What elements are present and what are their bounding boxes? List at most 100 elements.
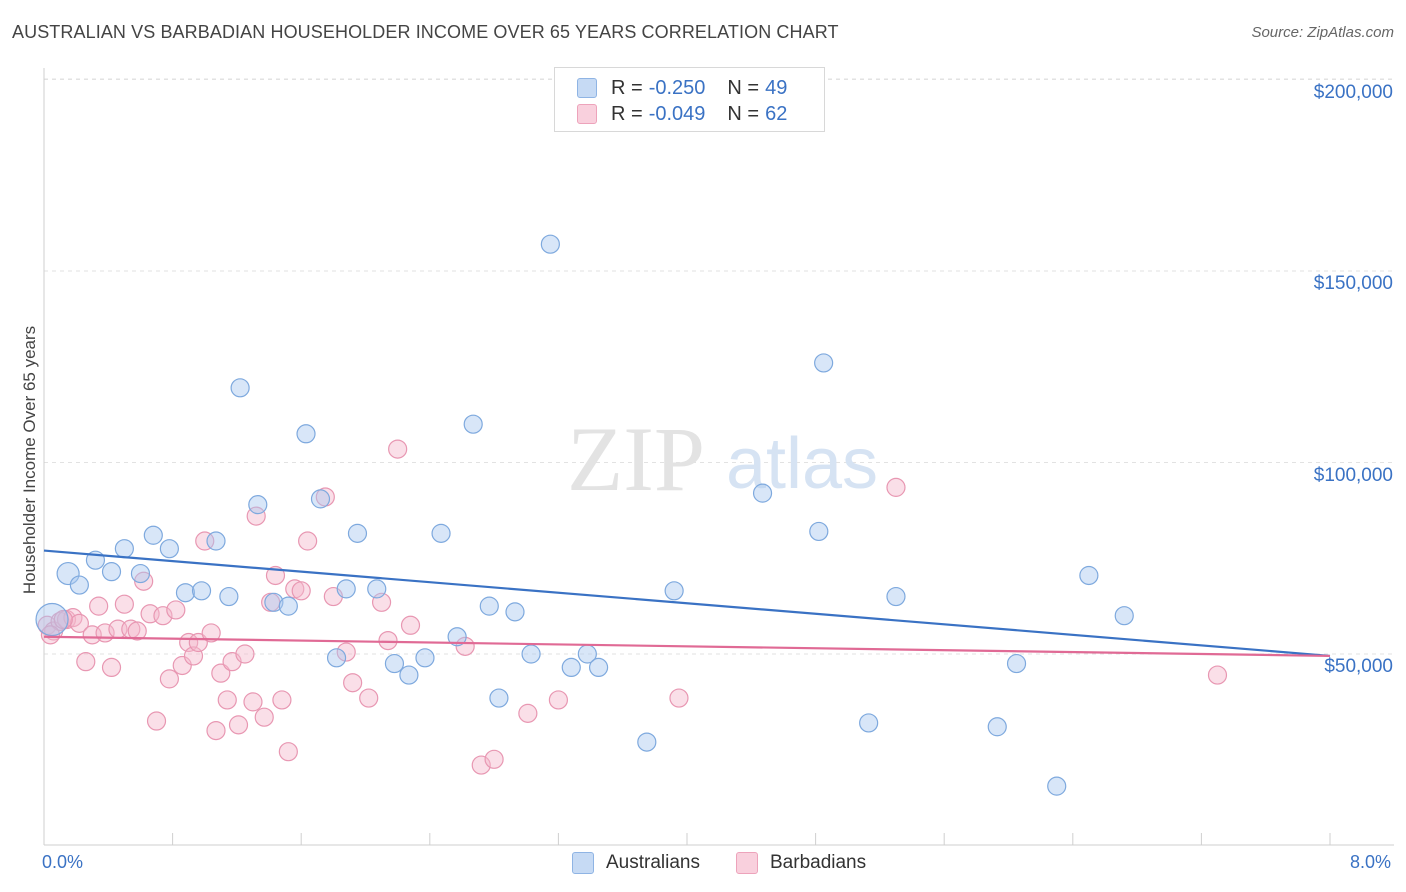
australians-point (347, 523, 368, 543)
barbadians-point (1207, 665, 1228, 685)
trend-lines (43, 549, 1331, 658)
australians-point (859, 713, 879, 733)
australians-point (447, 627, 467, 647)
y-tick-label: $50,000 (1324, 656, 1393, 677)
legend-barbadians: Barbadians (736, 852, 866, 874)
barbadians-point (127, 621, 147, 641)
australians-point (540, 234, 560, 254)
legend-swatch-blue (572, 852, 594, 874)
australians-point (987, 717, 1007, 737)
australians-point (1079, 565, 1099, 586)
legend-r-label: R = (611, 76, 643, 99)
australians-point (809, 521, 829, 542)
australians-point (415, 648, 435, 668)
legend-label-australians: Australians (606, 852, 700, 873)
legend-row-australians: R = -0.250 N = 49 (577, 76, 787, 100)
australians-point (326, 648, 347, 668)
barbadians-trend-line (43, 635, 1331, 658)
australians-point (814, 353, 834, 373)
australians-point (191, 581, 212, 601)
axes (43, 68, 1394, 846)
australians-points (35, 234, 1134, 796)
barbadians-point (886, 477, 906, 497)
australians-point (219, 586, 239, 607)
legend-n-label: N = (727, 102, 760, 125)
australians-point (431, 523, 451, 543)
barbadians-point (359, 688, 379, 708)
australians-point (399, 665, 419, 685)
barbadians-point (278, 742, 298, 762)
barbadians-point (378, 630, 398, 651)
australians-point (130, 563, 151, 584)
australians-point (479, 596, 499, 616)
x-tick-min: 0.0% (42, 852, 84, 872)
australians-point (637, 732, 657, 752)
source-label: Source: ZipAtlas.com (1251, 24, 1394, 41)
barbadians-point (484, 749, 504, 769)
australians-point (114, 539, 134, 559)
australians-point (505, 602, 525, 622)
australians-point (588, 657, 609, 678)
barbadians-point (195, 531, 215, 551)
barbadians-point (206, 720, 226, 741)
y-tick-label: $100,000 (1313, 464, 1393, 486)
correlation-legend: R = -0.250 N = 49 R = -0.049 N = 62 (554, 67, 825, 132)
legend-r-label: R = (611, 102, 643, 125)
barbadians-point (217, 690, 237, 710)
legend-n-value: 62 (765, 102, 788, 125)
australians-point (296, 424, 316, 444)
barbadians-point (114, 594, 134, 614)
legend-label-barbadians: Barbadians (770, 852, 867, 873)
australians-point (664, 581, 684, 601)
australians-point (561, 657, 581, 678)
australians-point (463, 414, 483, 434)
australians-point (206, 531, 226, 551)
watermark-atlas: atlas (726, 424, 878, 504)
australians-point (1114, 606, 1134, 626)
barbadians-point (40, 625, 61, 645)
barbadians-point (388, 439, 408, 459)
legend-swatch-pink (736, 852, 758, 874)
barbadians-point (228, 715, 249, 735)
barbadians-point (146, 711, 167, 731)
australians-point (367, 579, 387, 599)
australians-point (886, 586, 906, 607)
australians-trend-line (43, 549, 1331, 658)
australians-point (101, 562, 122, 582)
legend-r-value: -0.250 (648, 76, 706, 99)
y-tick-label: $200,000 (1313, 81, 1393, 103)
barbadians-point (336, 642, 356, 662)
barbadians-point (272, 690, 292, 710)
australians-point (489, 688, 509, 708)
barbadians-point (235, 644, 255, 664)
australians-point (752, 483, 773, 503)
barbadians-point (548, 690, 569, 710)
y-axis-label: Householder Income Over 65 years (20, 325, 39, 595)
australians-point (230, 378, 250, 398)
australians-point (264, 592, 284, 612)
australians-point (384, 653, 405, 674)
x-tick-max: 8.0% (1350, 852, 1392, 872)
chart-title: AUSTRALIAN VS BARBADIAN HOUSEHOLDER INCO… (12, 22, 839, 42)
barbadians-point (166, 600, 186, 620)
legend-r-value: -0.049 (648, 102, 706, 125)
barbadians-point (201, 623, 221, 643)
barbadians-point (343, 673, 363, 693)
barbadians-point (400, 615, 421, 635)
legend-swatch-pink (577, 104, 597, 124)
legend-swatch-blue (577, 78, 597, 98)
barbadians-point (211, 663, 231, 683)
barbadians-point (254, 707, 274, 727)
legend-n-label: N = (727, 76, 760, 99)
australians-point (56, 561, 80, 586)
australians-point (1006, 653, 1027, 674)
australians-point (159, 539, 179, 559)
watermark-zip: ZIP (567, 408, 705, 510)
barbadians-point (101, 657, 122, 678)
barbadians-point (243, 692, 263, 712)
barbadians-point (69, 613, 89, 633)
legend-n-value: 49 (765, 76, 788, 99)
australians-point (143, 525, 163, 545)
barbadians-point (298, 531, 318, 551)
